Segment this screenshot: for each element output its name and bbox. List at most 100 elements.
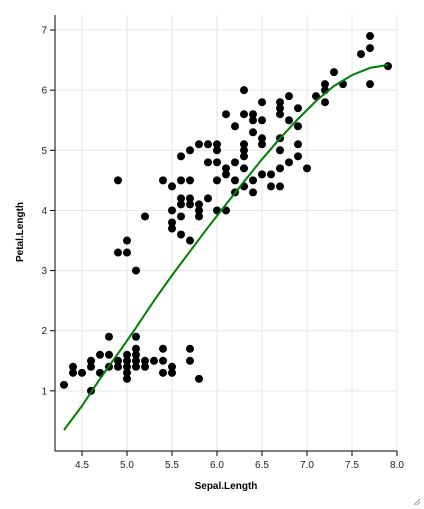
data-point	[249, 116, 257, 125]
data-point	[276, 98, 284, 107]
x-tick-label: 7.5	[345, 460, 359, 471]
data-point	[132, 362, 140, 371]
data-point	[168, 224, 176, 233]
y-tick-label: 2	[41, 326, 47, 337]
data-point	[213, 176, 221, 185]
data-point	[114, 362, 122, 371]
fit-line	[63, 63, 389, 431]
y-tick-label: 4	[41, 206, 47, 217]
x-tick-label: 8.0	[390, 460, 404, 471]
data-point	[267, 182, 275, 191]
data-points	[60, 32, 392, 395]
data-point	[186, 356, 194, 365]
data-point	[240, 140, 248, 149]
y-tick-label: 6	[41, 86, 47, 97]
data-point	[249, 128, 257, 137]
data-point	[213, 146, 221, 155]
data-point	[195, 200, 203, 209]
data-point	[105, 332, 113, 341]
resize-grip-icon[interactable]	[411, 496, 421, 506]
data-point	[177, 152, 185, 161]
data-point	[177, 194, 185, 203]
data-point	[69, 368, 77, 377]
data-point	[285, 158, 293, 167]
y-tick-label: 1	[41, 386, 47, 397]
grid	[55, 15, 398, 451]
data-point	[159, 356, 167, 365]
data-point	[141, 362, 149, 371]
data-point	[231, 122, 239, 131]
data-point	[258, 134, 266, 143]
data-point	[204, 194, 212, 203]
data-point	[159, 344, 167, 353]
data-point	[231, 176, 239, 185]
data-point	[294, 122, 302, 131]
data-point	[231, 158, 239, 167]
data-point	[168, 206, 176, 215]
data-point	[177, 230, 185, 239]
data-point	[132, 350, 140, 359]
data-point	[60, 380, 68, 389]
data-point	[195, 374, 203, 383]
data-point	[114, 176, 122, 185]
data-point	[159, 176, 167, 185]
data-point	[258, 116, 266, 125]
data-point	[96, 350, 104, 359]
data-point	[123, 362, 131, 371]
data-point	[213, 140, 221, 149]
data-point	[249, 188, 257, 197]
data-point	[321, 80, 329, 89]
x-tick-label: 7.0	[300, 460, 314, 471]
data-point	[186, 146, 194, 155]
data-point	[168, 182, 176, 191]
data-point	[159, 368, 167, 377]
data-point	[276, 164, 284, 173]
data-point	[240, 164, 248, 173]
x-tick-label: 6.5	[255, 460, 269, 471]
data-point	[276, 104, 284, 113]
data-point	[141, 356, 149, 365]
tick-labels: 4.5 5.0 5.5 6.0 6.5 7.0 7.5 8.0 1 2 3 4 5 6 7	[41, 26, 404, 471]
y-tick-label: 5	[41, 146, 47, 157]
data-point	[366, 80, 374, 89]
data-point	[222, 110, 230, 119]
data-point	[195, 206, 203, 215]
data-point	[78, 368, 86, 377]
data-point	[213, 158, 221, 167]
data-point	[132, 356, 140, 365]
data-point	[303, 164, 311, 173]
data-point	[276, 110, 284, 119]
fit-line-group	[63, 63, 389, 431]
data-point	[87, 362, 95, 371]
data-point	[123, 248, 131, 257]
data-point	[285, 92, 293, 101]
data-point	[294, 140, 302, 149]
data-point	[249, 110, 257, 119]
data-point	[195, 140, 203, 149]
data-point	[267, 170, 275, 179]
data-point	[285, 116, 293, 125]
data-point	[294, 104, 302, 113]
data-point	[321, 98, 329, 107]
data-point	[222, 164, 230, 173]
x-tick-label: 4.5	[75, 460, 89, 471]
data-point	[123, 374, 131, 383]
data-point	[123, 368, 131, 377]
y-axis-title: Petal.Length	[15, 202, 26, 262]
data-point	[240, 152, 248, 161]
data-point	[384, 62, 392, 71]
x-tick-label: 5.0	[120, 460, 134, 471]
data-point	[123, 350, 131, 359]
data-point	[240, 110, 248, 119]
data-point	[177, 200, 185, 209]
data-point	[276, 146, 284, 155]
data-point	[114, 356, 122, 365]
data-point	[105, 350, 113, 359]
data-point	[168, 362, 176, 371]
data-point	[114, 248, 122, 257]
data-point	[294, 152, 302, 161]
data-point	[240, 146, 248, 155]
data-point	[258, 140, 266, 149]
data-point	[258, 170, 266, 179]
data-point	[330, 68, 338, 77]
